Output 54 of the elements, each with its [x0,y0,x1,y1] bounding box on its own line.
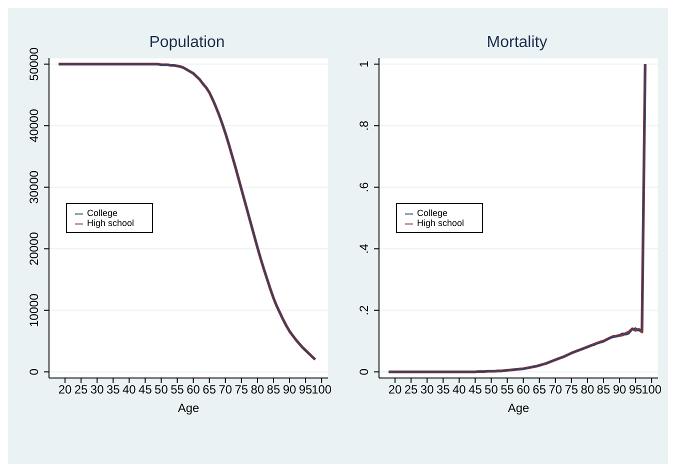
x-tick-label: 65 [202,382,216,397]
x-tick-label: 85 [596,382,610,397]
x-tick-label: 50 [154,382,168,397]
chart-title: Mortality [486,34,548,52]
x-tick-label: 80 [250,382,264,397]
x-tick-label: 40 [452,382,466,397]
x-tick-label: 20 [388,382,402,397]
x-tick-label: 55 [500,382,514,397]
x-tick-label: 30 [420,382,434,397]
x-tick-label: 50 [484,382,498,397]
x-tick-label: 30 [90,382,104,397]
y-tick-label: .8 [357,120,371,131]
y-tick-label: 40000 [27,108,41,142]
x-tick-label: 75 [234,382,248,397]
legend-label: High school [417,218,464,228]
x-tick-label: 35 [436,382,450,397]
legend-label: College [87,208,118,218]
x-tick-label: 65 [532,382,546,397]
legend-label: High school [87,218,134,228]
x-tick-label: 95 [628,382,643,397]
x-axis-title: Age [508,401,530,415]
y-tick-label: .2 [357,304,371,316]
y-tick-label: 30000 [27,170,41,204]
y-tick-label: .4 [357,243,371,254]
x-tick-label: 25 [404,382,418,397]
x-tick-label: 70 [218,382,232,397]
x-tick-label: 100 [312,382,332,397]
y-tick-label: 20000 [27,232,41,266]
x-tick-label: 80 [580,382,594,397]
x-tick-label: 70 [548,382,562,397]
x-tick-label: 90 [612,382,627,397]
x-tick-label: 60 [186,382,200,397]
x-tick-label: 20 [58,382,72,397]
y-tick-label: 0 [27,368,41,376]
x-tick-label: 90 [282,382,297,397]
y-tick-label: 50000 [27,47,41,81]
y-tick-label: .6 [357,182,371,192]
x-tick-label: 100 [642,382,662,397]
x-tick-label: 55 [170,382,184,397]
x-tick-label: 60 [516,382,530,397]
x-tick-label: 45 [138,382,152,397]
x-tick-label: 35 [106,382,120,397]
y-tick-label: 1 [357,60,371,68]
x-tick-label: 25 [74,382,88,397]
x-axis-title: Age [178,401,200,415]
x-tick-label: 75 [564,382,578,397]
x-tick-label: 45 [468,382,482,397]
x-tick-label: 95 [298,382,313,397]
x-tick-label: 85 [266,382,280,397]
legend-label: College [417,208,448,218]
x-tick-label: 40 [122,382,136,397]
y-tick-label: 0 [357,368,371,376]
chart-title: Population [149,34,225,51]
y-tick-label: 10000 [27,293,41,327]
